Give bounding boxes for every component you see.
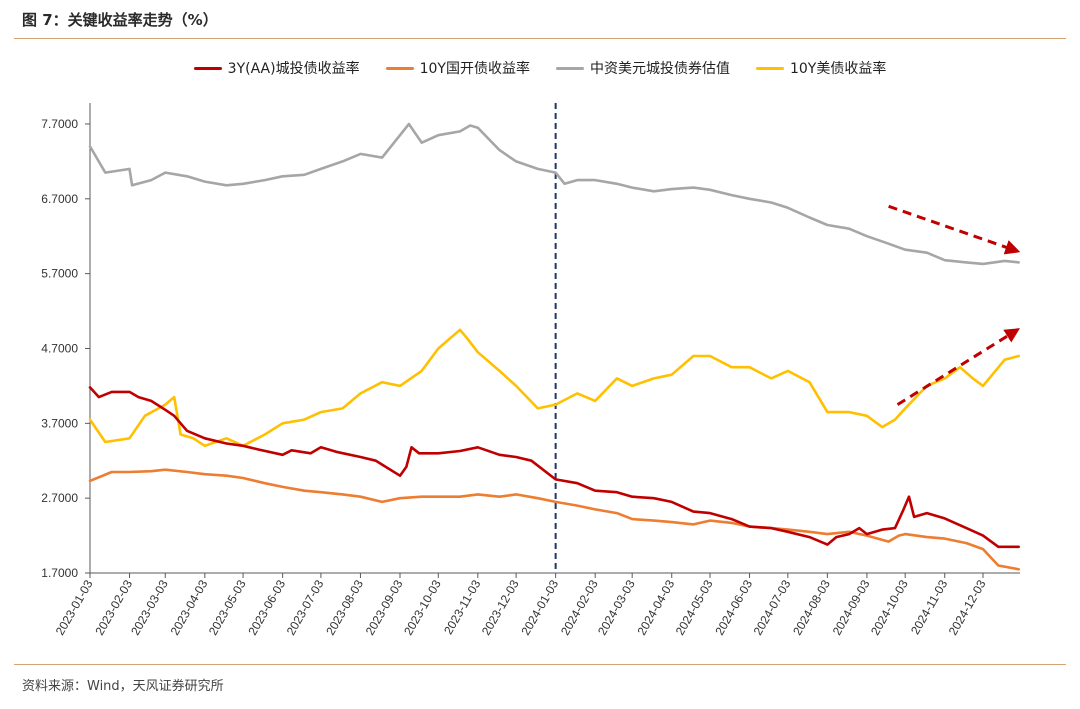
x-tick-label: 2024-11-03: [908, 577, 951, 637]
up-trend-arrow: [896, 328, 1020, 406]
series-line-1: [88, 386, 1020, 549]
x-tick-label: 2023-01-03: [53, 577, 96, 637]
series-line-4: [88, 328, 1020, 448]
x-tick-label: 2023-08-03: [323, 577, 366, 637]
legend-item: 10Y国开债收益率: [385, 58, 530, 78]
chart-legend: 3Y(AA)城投债收益率 10Y国开债收益率 中资美元城投债券估值 10Y美债收益率: [0, 58, 1080, 78]
y-tick-label: 4.7000: [41, 341, 78, 355]
line-chart: 7.7000 6.7000 5.7000 4.7000 3.7000 2.7000 1.70…: [41, 103, 1021, 638]
x-tick-label: 2024-08-03: [790, 577, 833, 637]
legend-swatch: [555, 66, 584, 70]
legend-swatch: [385, 66, 414, 70]
x-tick-label: 2023-05-03: [206, 577, 249, 637]
x-tick-label: 2024-12-03: [946, 577, 989, 637]
down-trend-arrow: [888, 204, 1021, 255]
legend-swatch: [193, 66, 222, 70]
y-tick-label: 7.7000: [41, 117, 78, 131]
title-divider: [14, 38, 1066, 39]
legend-label: 中资美元城投债券估值: [589, 61, 730, 77]
y-tick-label: 1.7000: [41, 566, 78, 580]
y-tick-label: 2.7000: [41, 491, 78, 505]
x-tick-label: 2023-04-03: [168, 577, 211, 637]
x-tick-label: 2023-09-03: [363, 577, 406, 637]
legend-label: 10Y美债收益率: [789, 61, 887, 77]
x-tick-label: 2023-10-03: [401, 577, 444, 637]
series-line-3: [88, 122, 1020, 266]
x-tick-label: 2023-12-03: [479, 577, 522, 637]
x-tick-label: 2023-07-03: [284, 577, 327, 637]
y-tick-label: 6.7000: [41, 192, 78, 206]
legend-item: 3Y(AA)城投债收益率: [193, 58, 360, 78]
x-tick-label: 2024-01-03: [518, 577, 561, 637]
legend-label: 3Y(AA)城投债收益率: [227, 61, 360, 77]
source-note: 资料来源：Wind，天风证券研究所: [22, 679, 224, 694]
legend-swatch: [755, 66, 784, 70]
x-tick-label: 2024-09-03: [830, 577, 873, 637]
y-tick-label: 3.7000: [41, 416, 78, 430]
x-tick-label: 2024-10-03: [868, 577, 911, 637]
x-tick-label: 2024-02-03: [558, 577, 601, 637]
x-tick-label: 2024-03-03: [595, 577, 638, 637]
legend-label: 10Y国开债收益率: [419, 61, 530, 77]
x-tick-label: 2024-06-03: [712, 577, 755, 637]
legend-item: 10Y美债收益率: [755, 58, 887, 78]
x-tick-label: 2023-06-03: [245, 577, 288, 637]
x-tick-label: 2024-05-03: [673, 577, 716, 637]
series-line-2: [88, 468, 1020, 571]
x-tick-label: 2024-04-03: [635, 577, 678, 637]
x-tick-label: 2023-03-03: [128, 577, 171, 637]
legend-item: 中资美元城投债券估值: [555, 58, 730, 78]
x-tick-label: 2023-11-03: [441, 577, 484, 637]
x-tick-label: 2024-07-03: [751, 577, 794, 637]
source-divider: [14, 664, 1066, 665]
y-tick-label: 5.7000: [41, 267, 78, 281]
figure-title: 图 7：关键收益率走势（%）: [22, 11, 218, 29]
